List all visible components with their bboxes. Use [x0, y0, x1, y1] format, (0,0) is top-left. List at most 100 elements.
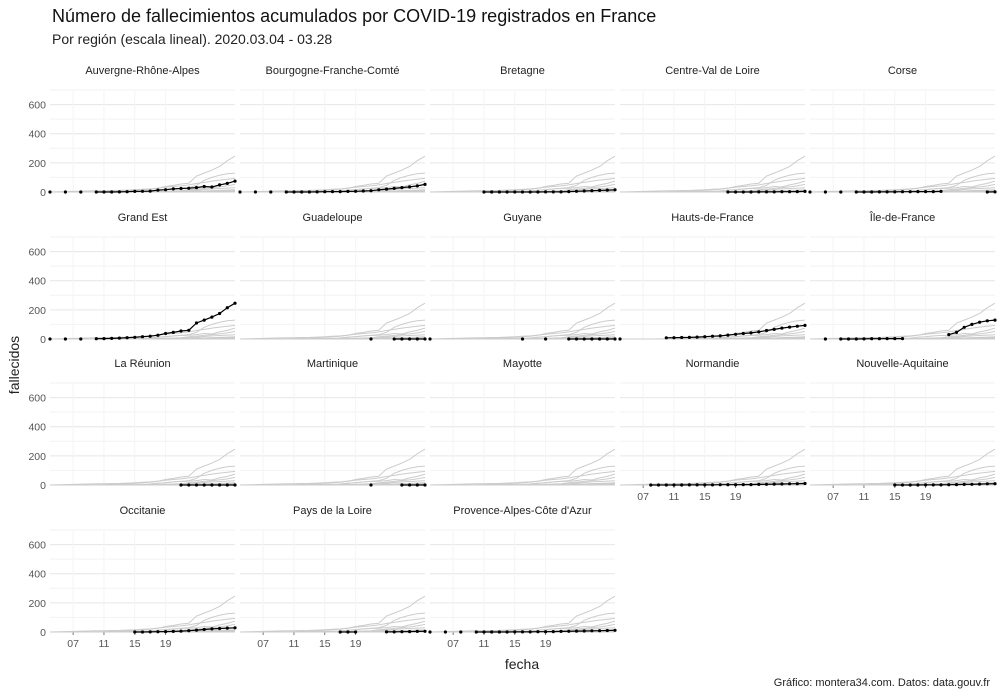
facet-panel: Auvergne-Rhône-Alpes 0 200 400 600 — [28, 65, 237, 199]
data-point — [323, 190, 327, 194]
y-tick-label: 600 — [28, 100, 46, 112]
x-tick-label: 07 — [447, 638, 459, 650]
data-point — [916, 483, 920, 487]
facet-strip-label: Guadeloupe — [303, 212, 363, 224]
data-point — [164, 630, 168, 634]
data-point — [117, 190, 121, 194]
data-point — [94, 337, 98, 341]
data-point — [474, 630, 478, 634]
facet-strip-label: Provence-Alpes-Côte d'Azur — [453, 505, 592, 517]
facet-strip-label: Grand Est — [118, 212, 168, 224]
data-point — [978, 320, 982, 324]
facet-panel: La Réunion 0 200 400 600 — [28, 358, 237, 492]
data-point — [741, 483, 745, 487]
x-tick-label: 11 — [479, 638, 490, 650]
data-point — [315, 190, 319, 194]
data-point — [559, 629, 563, 634]
facet-strip-label: Guyane — [503, 212, 542, 224]
data-point — [48, 337, 52, 341]
facet-strip-label: Occitanie — [120, 505, 166, 517]
data-point — [962, 325, 966, 329]
y-tick-label: 600 — [28, 540, 46, 552]
background-series-line — [50, 473, 236, 486]
background-series-line — [430, 482, 616, 486]
y-tick-label: 200 — [28, 451, 46, 463]
data-point — [194, 628, 199, 632]
data-point — [710, 334, 715, 338]
data-point — [400, 337, 404, 341]
facet-panel: Bretagne — [429, 65, 617, 194]
x-tick-label: 11 — [669, 491, 680, 503]
data-point — [788, 482, 792, 486]
facet-strip-label: Martinique — [307, 358, 358, 370]
data-point — [369, 337, 373, 341]
data-point — [695, 335, 699, 339]
data-point — [210, 483, 214, 487]
data-point — [218, 626, 222, 631]
data-point — [877, 190, 882, 194]
data-point — [598, 337, 602, 341]
data-point — [253, 190, 257, 194]
data-point — [110, 336, 114, 340]
background-series-line — [240, 473, 426, 486]
data-point — [893, 337, 897, 341]
y-tick-label: 600 — [28, 247, 46, 259]
data-point — [749, 190, 753, 194]
data-point — [582, 189, 586, 193]
data-point — [862, 190, 866, 194]
data-point — [346, 189, 350, 193]
data-point — [415, 483, 419, 487]
data-point — [947, 333, 951, 337]
data-point — [582, 337, 586, 341]
data-point — [726, 483, 730, 487]
background-series-line — [619, 470, 806, 486]
data-point — [734, 190, 738, 194]
data-point — [520, 190, 525, 194]
data-point — [985, 482, 989, 486]
data-point — [582, 629, 586, 633]
background-series-line — [809, 470, 996, 486]
x-tick-label: 11 — [99, 638, 110, 650]
y-tick-label: 0 — [40, 334, 46, 346]
data-point — [551, 630, 555, 634]
data-point — [330, 190, 335, 194]
background-series-line — [239, 470, 426, 486]
data-point — [590, 629, 594, 633]
data-point — [718, 483, 722, 487]
data-point — [210, 627, 214, 631]
data-point — [726, 190, 730, 194]
background-series-line — [240, 336, 426, 340]
data-point — [338, 190, 342, 194]
facet-strip-label: La Réunion — [114, 358, 170, 370]
data-point — [400, 630, 404, 634]
data-point — [854, 337, 858, 341]
data-point — [63, 190, 67, 194]
chart-caption: Gráfico: montera34.com. Datos: data.gouv… — [773, 677, 990, 689]
data-point — [187, 186, 191, 190]
background-series-line — [240, 327, 426, 340]
facet-strip-label: Centre-Val de Loire — [665, 65, 760, 77]
data-point — [749, 331, 753, 335]
y-tick-label: 600 — [28, 393, 46, 405]
background-series-line — [429, 617, 616, 633]
data-point — [900, 483, 905, 487]
y-tick-label: 400 — [28, 422, 46, 434]
data-point — [544, 190, 548, 194]
data-point — [48, 190, 52, 194]
data-point — [885, 190, 889, 194]
data-point — [893, 190, 897, 194]
chart-subtitle: Por región (escala lineal). 2020.03.04 -… — [52, 31, 333, 47]
data-point — [970, 482, 974, 486]
data-point — [179, 483, 183, 487]
x-tick-label: 19 — [730, 491, 742, 503]
data-point — [590, 337, 594, 341]
data-point — [795, 482, 799, 486]
data-point — [148, 189, 152, 193]
data-point — [993, 482, 997, 486]
data-point — [993, 318, 997, 322]
data-point — [900, 337, 905, 341]
data-point — [710, 483, 715, 487]
y-tick-label: 200 — [28, 305, 46, 317]
x-tick-label: 15 — [699, 491, 711, 503]
data-point — [772, 327, 776, 331]
